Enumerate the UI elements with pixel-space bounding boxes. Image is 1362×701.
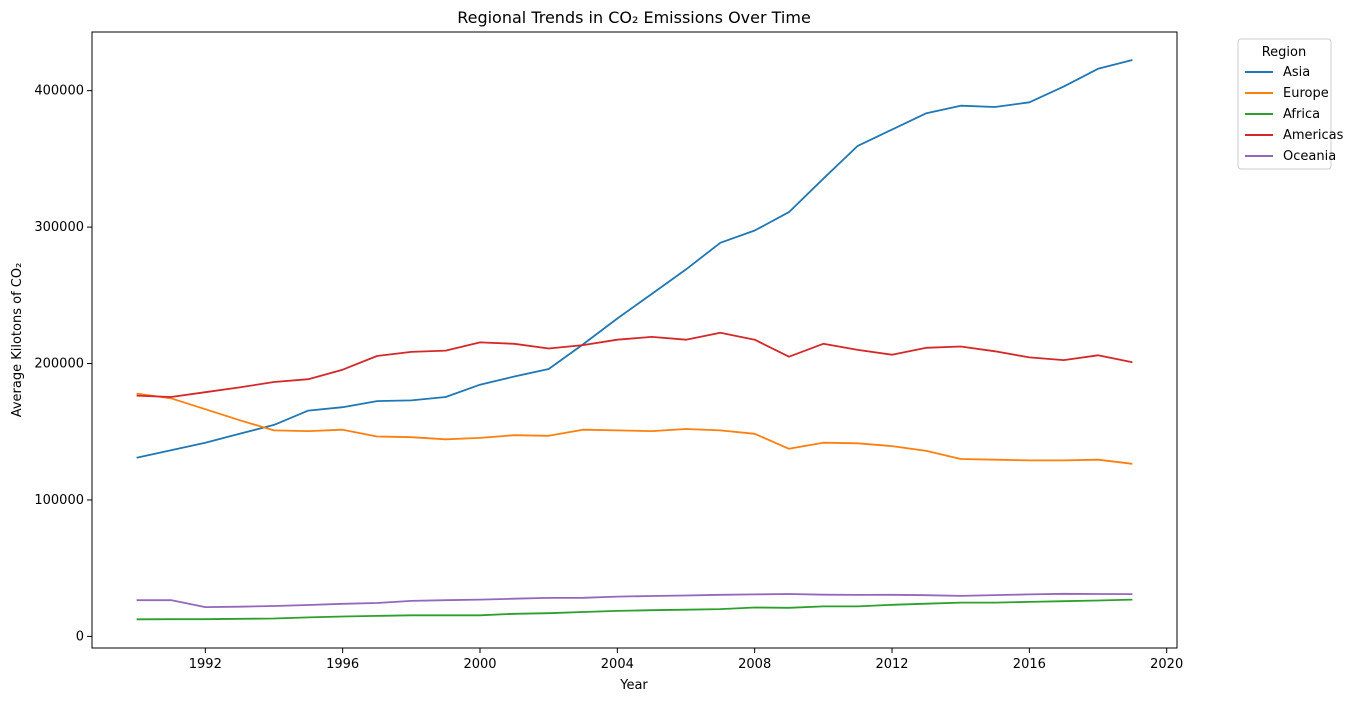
y-axis: 0 100000 200000 300000 400000 [34,84,92,644]
y-tick-label: 200000 [34,357,84,372]
x-tick-label: 2012 [875,657,908,672]
series-line-africa [136,598,1133,621]
x-tick-label: 2008 [738,657,771,672]
legend-label-africa: Africa [1283,107,1320,122]
x-tick-label: 1992 [189,657,222,672]
y-tick-label: 0 [76,629,84,644]
legend-title: Region [1262,45,1307,60]
y-tick-label: 300000 [34,220,84,235]
x-tick-label: 2004 [601,657,634,672]
legend-label-americas: Americas [1283,128,1344,143]
series-line-americas [136,331,1133,398]
chart-title: Regional Trends in CO₂ Emissions Over Ti… [457,8,811,27]
legend: Region Asia Europe Africa Americas Oceania [1237,38,1344,170]
legend-label-asia: Asia [1283,65,1310,80]
x-axis: 1992 1996 2000 2004 2008 2012 2016 2020 [189,648,1183,672]
series-line-asia [136,59,1133,459]
series-lines [136,59,1133,621]
x-tick-label: 2016 [1013,657,1046,672]
x-tick-label: 1996 [326,657,359,672]
series-line-oceania [136,592,1133,608]
legend-label-oceania: Oceania [1283,149,1336,164]
y-tick-label: 100000 [34,493,84,508]
legend-label-europe: Europe [1283,86,1329,101]
x-tick-label: 2020 [1150,657,1183,672]
y-tick-label: 400000 [34,84,84,99]
series-line-europe [136,392,1133,465]
x-axis-label: Year [619,678,648,693]
x-tick-label: 2000 [463,657,496,672]
plot-area [91,31,1178,649]
y-axis-label: Average Kilotons of CO₂ [10,263,25,418]
